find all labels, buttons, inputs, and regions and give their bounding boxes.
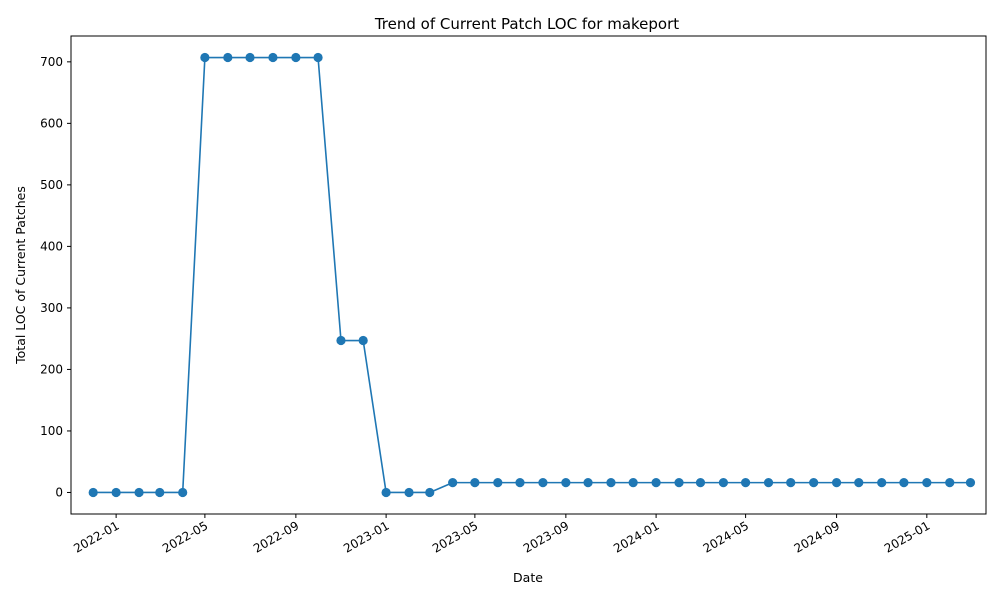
data-point	[718, 478, 729, 488]
data-point	[493, 478, 503, 488]
series-line	[93, 56, 971, 494]
y-tick-label: 500	[40, 178, 63, 192]
y-tick-label: 400	[40, 239, 63, 253]
y-tick-label: 100	[40, 424, 63, 438]
axes-frame	[70, 35, 987, 515]
y-tick-label: 200	[40, 362, 63, 376]
data-point	[628, 478, 638, 488]
data-point	[945, 478, 955, 488]
data-point	[448, 478, 458, 488]
data-point	[965, 478, 976, 488]
data-point	[470, 478, 480, 488]
y-tick-label: 0	[55, 485, 63, 499]
data-point	[922, 478, 932, 488]
data-point	[583, 478, 593, 488]
data-point	[313, 52, 323, 63]
data-point	[88, 487, 98, 498]
y-tick-label: 700	[40, 55, 63, 69]
data-point	[155, 487, 165, 498]
data-point	[854, 478, 864, 488]
data-point	[515, 478, 525, 488]
data-point	[111, 487, 121, 498]
data-point	[381, 487, 391, 498]
data-point	[134, 487, 144, 498]
data-point	[695, 478, 706, 488]
data-point	[223, 52, 233, 63]
data-point	[899, 478, 909, 488]
data-point	[336, 335, 346, 346]
data-point	[877, 478, 887, 488]
data-point	[606, 478, 616, 488]
data-point	[561, 478, 571, 488]
data-point	[358, 335, 368, 346]
data-point	[538, 478, 548, 488]
y-tick-label: 300	[40, 301, 63, 315]
data-point	[674, 478, 684, 488]
data-point	[425, 487, 435, 498]
data-point	[786, 478, 796, 488]
data-point	[178, 487, 188, 498]
data-point	[831, 478, 842, 488]
data-point	[809, 478, 819, 488]
y-axis-label: Total LOC of Current Patches	[13, 186, 28, 365]
y-tick-label: 600	[40, 116, 63, 130]
data-point	[651, 478, 661, 488]
data-point	[763, 478, 774, 488]
data-point	[291, 52, 301, 63]
data-point	[200, 52, 210, 63]
x-axis-label: Date	[513, 570, 543, 585]
data-point	[740, 478, 751, 488]
chart-title: Trend of Current Patch LOC for makeport	[374, 15, 679, 33]
data-point	[245, 52, 255, 63]
data-point	[268, 52, 278, 63]
data-point	[404, 487, 414, 498]
